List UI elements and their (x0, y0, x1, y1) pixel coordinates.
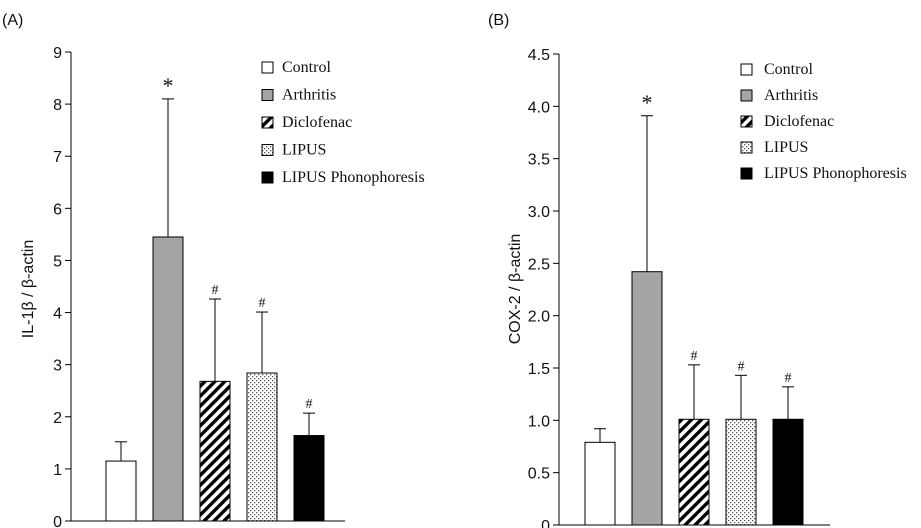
y-tick-label-b: 2.0 (528, 309, 550, 326)
y-tick-label-a: 3 (53, 358, 62, 375)
legend-label-a: LIPUS Phonophoresis (282, 169, 425, 186)
significance-mark-a: # (212, 283, 219, 298)
significance-mark-b: * (642, 90, 653, 115)
y-tick-label-b: 1.5 (528, 361, 550, 378)
legend-label-a: Arthritis (282, 87, 336, 104)
y-tick-label-b: 2.5 (528, 256, 550, 273)
y-tick-label-a: 8 (53, 97, 62, 114)
y-tick-label-a: 7 (53, 149, 62, 166)
significance-mark-a: # (306, 397, 313, 412)
legend-swatch-a (261, 171, 274, 184)
bar-a (152, 236, 184, 522)
bar-a (246, 372, 278, 522)
y-axis-title-a: IL-1β / β-actin (20, 240, 37, 338)
y-tick-label-a: 2 (53, 410, 62, 427)
legend-swatch-a (261, 89, 274, 101)
legend-label-b: LIPUS (764, 139, 808, 156)
legend-swatch-a (261, 144, 274, 156)
y-tick-label-a: 4 (53, 306, 62, 323)
bar-a (293, 435, 325, 522)
legend-swatch-b (740, 167, 753, 180)
legend-label-b: Diclofenac (764, 113, 834, 130)
bar-b (772, 418, 804, 526)
panel-a-plot: 0 1 2 3 4 5 6 7 8 9 * # # # Control Arthritis Diclofenac… (53, 45, 425, 528)
y-axis-title-b: COX-2 / β-actin (507, 234, 524, 345)
significance-mark-b: # (691, 349, 698, 364)
bar-b (584, 441, 616, 526)
y-tick-label-b: 4.0 (528, 99, 550, 116)
significance-mark-a: # (259, 296, 266, 311)
panel-b-plot: 0 0.5 1.0 1.5 2.0 2.5 3.0 3.5 4.0 4.5 * # # # Control A… (528, 47, 907, 528)
bar-a (199, 380, 231, 522)
panel-label-b: (B) (488, 12, 509, 29)
legend-swatch-b (740, 115, 753, 128)
legend-label-a: LIPUS (282, 142, 326, 159)
legend-swatch-a (261, 61, 274, 74)
y-tick-label-b: 3.5 (528, 152, 550, 169)
legend-swatch-b (740, 141, 753, 154)
y-tick-label-b: 1.0 (528, 413, 550, 430)
legend-label-b: LIPUS Phonophoresis (764, 165, 907, 182)
y-tick-label-a: 0 (53, 514, 62, 528)
bar-a (105, 460, 137, 522)
legend-swatch-a (261, 116, 274, 129)
y-tick-label-b: 0 (541, 518, 550, 528)
legend-label-a: Control (282, 59, 331, 76)
y-tick-label-a: 1 (53, 462, 62, 479)
bar-b (725, 418, 757, 526)
bar-b (678, 418, 710, 526)
legend-label-b: Control (764, 61, 813, 78)
y-tick-label-a: 6 (53, 201, 62, 218)
significance-mark-a: * (163, 73, 174, 98)
legend-label-b: Arthritis (764, 87, 818, 104)
y-tick-label-a: 5 (53, 253, 62, 270)
legend-swatch-b (740, 89, 753, 102)
panel-label-a: (A) (2, 12, 23, 29)
bar-b (631, 271, 663, 526)
y-tick-label-a: 9 (53, 45, 62, 62)
y-tick-label-b: 3.0 (528, 204, 550, 221)
y-tick-label-b: 0.5 (528, 466, 550, 483)
legend-swatch-b (740, 63, 753, 76)
legend-label-a: Diclofenac (282, 114, 352, 131)
significance-mark-b: # (785, 371, 792, 386)
significance-mark-b: # (738, 359, 745, 374)
y-tick-label-b: 4.5 (528, 47, 550, 64)
